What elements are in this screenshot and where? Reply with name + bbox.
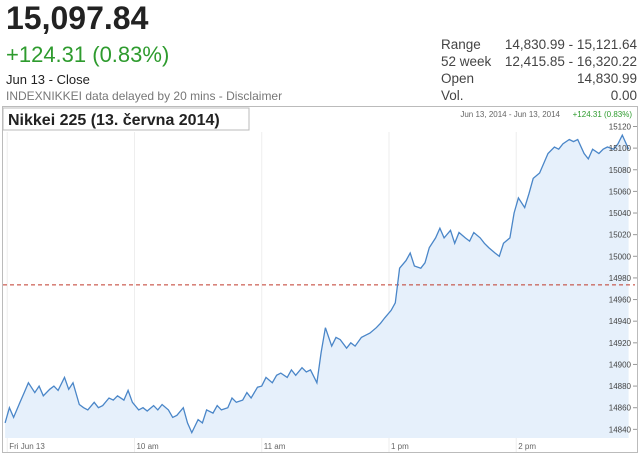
y-tick-label: 14960 bbox=[609, 296, 632, 305]
stats: Range 14,830.99 - 15,121.64 52 week 12,415… bbox=[441, 37, 637, 105]
chart: Nikkei 225 (13. června 2014) Jun 13, 201… bbox=[2, 106, 638, 453]
stat-row: Open 14,830.99 bbox=[441, 71, 637, 88]
area bbox=[5, 135, 629, 438]
y-tick-label: 14920 bbox=[609, 339, 632, 348]
chart-title: Nikkei 225 (13. června 2014) bbox=[8, 112, 220, 129]
date: Jun 13 - Close bbox=[6, 72, 90, 87]
y-tick-label: 15040 bbox=[609, 209, 632, 218]
title-box bbox=[2, 107, 250, 131]
stat-row: 52 week 12,415.85 - 16,320.22 bbox=[441, 54, 637, 71]
change-label: +124.31 (0.83%) bbox=[573, 110, 633, 119]
stat-value: 0.00 bbox=[610, 88, 637, 103]
header: 15,097.84 +124.31 (0.83%) Jun 13 - Close… bbox=[0, 0, 640, 106]
stat-label: Range bbox=[441, 37, 481, 52]
price: 15,097.84 bbox=[6, 0, 149, 36]
y-tick-label: 15060 bbox=[609, 187, 632, 196]
x-tick-label: 1 pm bbox=[391, 442, 409, 451]
note: INDEXNIKKEI data delayed by 20 mins - Di… bbox=[6, 89, 283, 103]
stat-label: Open bbox=[441, 71, 475, 86]
stat-label: 52 week bbox=[441, 54, 492, 69]
y-tick-label: 15000 bbox=[609, 252, 632, 261]
y-tick-label: 14940 bbox=[609, 317, 632, 326]
y-tick-label: 14880 bbox=[609, 382, 632, 391]
y-tick-label: 15080 bbox=[609, 166, 632, 175]
stat-row: Range 14,830.99 - 15,121.64 bbox=[441, 37, 637, 54]
stat-value: 12,415.85 - 16,320.22 bbox=[504, 54, 637, 69]
x-tick-label: 11 am bbox=[264, 442, 286, 451]
stat-row: Vol. 0.00 bbox=[441, 88, 637, 105]
chart-frame bbox=[2, 106, 638, 453]
x-tick-label: 2 pm bbox=[518, 442, 536, 451]
stat-value: 14,830.99 bbox=[576, 71, 637, 86]
line bbox=[4, 133, 630, 435]
range-label: Jun 13, 2014 - Jun 13, 2014 bbox=[460, 110, 560, 119]
y-tick-label: 14840 bbox=[609, 425, 632, 434]
stat-label: Vol. bbox=[441, 88, 464, 103]
y-tick-label: 14980 bbox=[609, 274, 632, 283]
stat-value: 14,830.99 - 15,121.64 bbox=[504, 37, 637, 52]
x-tick-label: 10 am bbox=[136, 442, 159, 451]
x-tick-label: Fri Jun 13 bbox=[9, 442, 45, 451]
y-tick-label: 15120 bbox=[609, 122, 632, 131]
y-tick-label: 14860 bbox=[609, 404, 632, 413]
y-tick-label: 15020 bbox=[609, 231, 632, 240]
y-tick-label: 14900 bbox=[609, 360, 632, 369]
y-tick-label: 15100 bbox=[609, 144, 632, 153]
change: +124.31 (0.83%) bbox=[6, 42, 170, 67]
